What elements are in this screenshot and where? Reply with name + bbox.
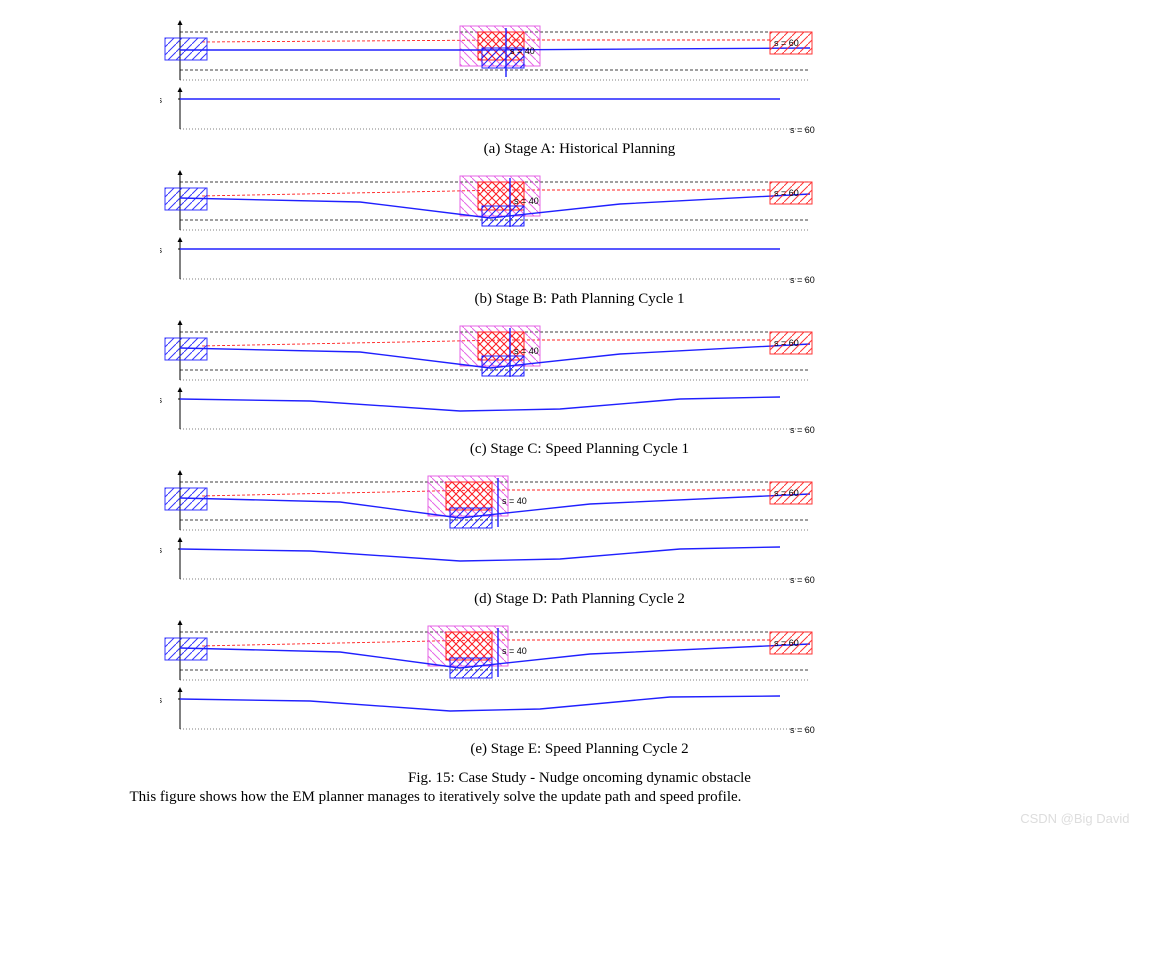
bottom-row: v = 10 m/s s = 60 — [160, 387, 820, 437]
s-end-label: s = 60 — [790, 275, 815, 285]
v-label: v = 10 m/s — [160, 95, 163, 105]
v-label: v = 10 m/s — [160, 245, 163, 255]
top-row: s = 40 s = 60 — [160, 620, 820, 685]
speed-diagram-b: v = 10 m/s s = 60 — [160, 237, 820, 287]
s-label-right: s = 60 — [774, 338, 799, 348]
stage-caption: (e) Stage E: Speed Planning Cycle 2 — [130, 741, 1030, 758]
top-row: s = 40 s = 60 — [160, 170, 820, 235]
s-end-label: s = 60 — [790, 125, 815, 135]
figure-container: s = 40 s = 60 v = 10 m/s s = 60 (a) Stag… — [130, 20, 1030, 806]
s-label-right: s = 60 — [774, 488, 799, 498]
top-row: s = 40 s = 60 — [160, 20, 820, 85]
bottom-row: v = 10 m/s s = 60 — [160, 237, 820, 287]
bottom-row: v = 10 m/s s = 60 — [160, 537, 820, 587]
figure-number: Fig. 15: — [408, 770, 455, 786]
s-end-label: s = 60 — [790, 425, 815, 435]
v-label: v = 10 m/s — [160, 545, 163, 555]
top-row: s = 40 s = 60 — [160, 320, 820, 385]
stage-e: s = 40 s = 60 v = 10 m/s s = 60 (e) Stag… — [130, 620, 1030, 758]
speed-diagram-a: v = 10 m/s s = 60 — [160, 87, 820, 137]
ego-vehicle — [165, 38, 207, 60]
stage-d: s = 40 s = 60 v = 10 m/s s = 60 (d) Stag… — [130, 470, 1030, 608]
ego-vehicle — [165, 488, 207, 510]
stage-caption: (b) Stage B: Path Planning Cycle 1 — [130, 291, 1030, 308]
v-label: v = 10 m/s — [160, 395, 163, 405]
stage-caption: (d) Stage D: Path Planning Cycle 2 — [130, 591, 1030, 608]
v-label: v = 10 m/s — [160, 695, 163, 705]
speed-diagram-e: v = 10 m/s s = 60 — [160, 687, 820, 737]
speed-diagram-d: v = 10 m/s s = 60 — [160, 537, 820, 587]
speed-diagram-c: v = 10 m/s s = 60 — [160, 387, 820, 437]
stage-a: s = 40 s = 60 v = 10 m/s s = 60 (a) Stag… — [130, 20, 1030, 158]
lane-diagram-d: s = 40 s = 60 — [160, 470, 820, 535]
s-label: s = 40 — [510, 46, 535, 56]
watermark: CSDN @Big David — [1020, 811, 1129, 826]
lane-diagram-c: s = 40 s = 60 — [160, 320, 820, 385]
s-label: s = 40 — [502, 496, 527, 506]
ego-vehicle — [165, 638, 207, 660]
figure-caption: Fig. 15: Case Study - Nudge oncoming dyn… — [130, 770, 1030, 787]
stage-caption: (a) Stage A: Historical Planning — [130, 141, 1030, 158]
stages-host: s = 40 s = 60 v = 10 m/s s = 60 (a) Stag… — [130, 20, 1030, 758]
s-end-label: s = 60 — [790, 575, 815, 585]
lane-diagram-b: s = 40 s = 60 — [160, 170, 820, 235]
s-label-right: s = 60 — [774, 188, 799, 198]
lane-diagram-e: s = 40 s = 60 — [160, 620, 820, 685]
stage-c: s = 40 s = 60 v = 10 m/s s = 60 (c) Stag… — [130, 320, 1030, 458]
bottom-row: v = 10 m/s s = 60 — [160, 687, 820, 737]
lane-diagram-a: s = 40 s = 60 — [160, 20, 820, 85]
stage-caption: (c) Stage C: Speed Planning Cycle 1 — [130, 441, 1030, 458]
s-end-label: s = 60 — [790, 725, 815, 735]
s-label: s = 40 — [514, 346, 539, 356]
ego-vehicle — [165, 188, 207, 210]
s-label-right: s = 60 — [774, 38, 799, 48]
s-label-right: s = 60 — [774, 638, 799, 648]
figure-title: Case Study - Nudge oncoming dynamic obst… — [458, 770, 750, 786]
top-row: s = 40 s = 60 — [160, 470, 820, 535]
figure-subtitle: This figure shows how the EM planner man… — [130, 789, 1030, 806]
s-label: s = 40 — [514, 196, 539, 206]
s-label: s = 40 — [502, 646, 527, 656]
ego-vehicle — [165, 338, 207, 360]
stage-b: s = 40 s = 60 v = 10 m/s s = 60 (b) Stag… — [130, 170, 1030, 308]
bottom-row: v = 10 m/s s = 60 — [160, 87, 820, 137]
